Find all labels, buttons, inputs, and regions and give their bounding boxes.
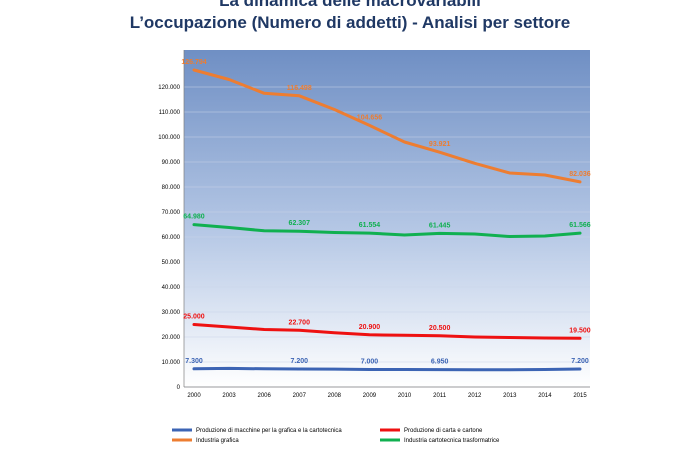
data-label: 62.307 — [289, 220, 311, 227]
data-label: 25.000 — [183, 314, 205, 321]
data-label: 22.700 — [289, 319, 311, 326]
data-label: 64.980 — [183, 214, 205, 221]
series-line — [192, 223, 582, 238]
x-axis: 2000 2003 2006 2007 2008 2009 2010 2011 2012 2013… — [184, 386, 590, 399]
x-tick-label: 2000 — [187, 393, 201, 399]
data-label: 116.498 — [287, 85, 312, 92]
data-label: 93.921 — [429, 141, 451, 148]
data-labels: 7.300 7.200 7.000 6.950 7.200 25.000 22.700 20.… — [181, 59, 590, 366]
data-label: 7.000 — [361, 359, 379, 366]
x-tick-label: 2007 — [293, 393, 307, 399]
legend-label: Industria cartotecnica trasformatrice — [404, 438, 500, 444]
x-tick-label: 2014 — [538, 393, 552, 399]
x-tick-label: 2011 — [433, 393, 447, 399]
legend-label: Industria grafica — [196, 438, 239, 444]
y-tick-label: 70.000 — [162, 210, 181, 216]
data-label: 7.200 — [291, 358, 309, 365]
series-line — [192, 366, 582, 372]
x-tick-label: 2013 — [503, 393, 517, 399]
data-label: 19.500 — [569, 327, 591, 334]
data-label: 7.300 — [185, 358, 203, 365]
data-label: 61.566 — [569, 222, 591, 229]
y-tick-label: 30.000 — [162, 310, 181, 316]
data-label: 126.794 — [181, 59, 206, 66]
x-tick-label: 2008 — [328, 393, 342, 399]
x-tick-label: 2006 — [258, 393, 272, 399]
x-tick-label: 2012 — [468, 393, 482, 399]
slide-subtitle: L’occupazione (Numero di addetti) - Anal… — [129, 13, 571, 32]
y-tick-label: 90.000 — [162, 160, 181, 166]
data-label: 61.445 — [429, 222, 451, 229]
y-tick-label: 40.000 — [162, 285, 181, 291]
data-label: 6.950 — [431, 359, 449, 366]
y-tick-label: 100.000 — [158, 135, 180, 141]
data-label: 20.900 — [359, 324, 381, 331]
y-tick-label: 20.000 — [162, 335, 181, 341]
y-axis: 0 10.000 20.000 30.000 40.000 50.000 60.000 70.… — [158, 50, 185, 391]
y-tick-label: 50.000 — [162, 260, 181, 266]
y-tick-label: 60.000 — [162, 235, 181, 241]
gridlines — [184, 86, 590, 388]
legend: Produzione di macchine per la grafica e … — [172, 428, 500, 444]
legend-label: Produzione di macchine per la grafica e … — [196, 428, 342, 434]
series-line — [192, 323, 582, 340]
y-tick-label: 80.000 — [162, 185, 181, 191]
data-label: 20.500 — [429, 325, 451, 332]
series-lines — [192, 68, 582, 372]
data-label: 82.036 — [569, 171, 591, 178]
x-tick-label: 2003 — [222, 393, 236, 399]
data-label: 7.200 — [571, 358, 589, 365]
plot-area — [184, 50, 590, 387]
y-tick-label: 110.000 — [159, 110, 181, 116]
y-tick-label: 0 — [177, 385, 181, 391]
data-label: 104.656 — [357, 114, 382, 121]
series-line — [192, 68, 582, 184]
x-tick-label: 2015 — [573, 393, 587, 399]
y-tick-label: 10.000 — [162, 360, 181, 366]
x-tick-label: 2010 — [398, 393, 412, 399]
data-label: 61.554 — [359, 222, 381, 229]
x-tick-label: 2009 — [363, 393, 377, 399]
slide-title: La dinamica delle macrovariabili — [219, 0, 481, 10]
legend-label: Produzione di carta e cartone — [404, 428, 483, 434]
y-tick-label: 120.000 — [158, 85, 180, 91]
